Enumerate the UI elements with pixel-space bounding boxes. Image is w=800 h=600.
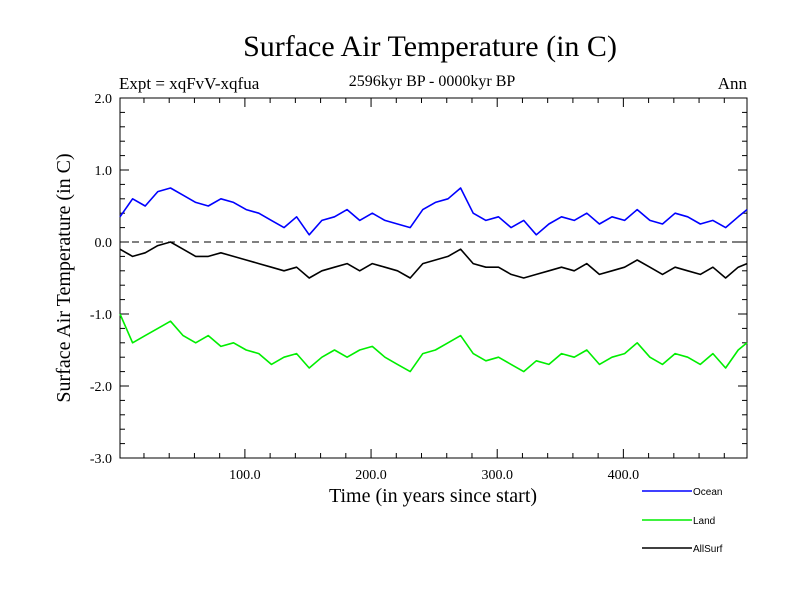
expt-label: Expt = xqFvV-xqfua	[119, 74, 260, 93]
y-tick-label: -3.0	[90, 452, 112, 467]
chart-subtitle: 2596kyr BP - 0000kyr BP	[349, 73, 516, 90]
series-line-allsurf	[119, 241, 748, 279]
legend-label-allsurf: AllSurf	[693, 544, 723, 555]
legend-label-ocean: Ocean	[693, 487, 722, 498]
legend: Ocean Land AllSurf	[642, 487, 723, 555]
y-tick-label: 2.0	[95, 92, 113, 107]
x-tick-label: 300.0	[481, 468, 513, 483]
y-tick-label: -2.0	[90, 380, 112, 395]
y-axis-label: Surface Air Temperature (in C)	[53, 153, 75, 402]
y-tick-label: 0.0	[95, 236, 113, 251]
x-tick-label: 200.0	[355, 468, 387, 483]
x-tick-label: 100.0	[229, 468, 261, 483]
x-axis-label: Time (in years since start)	[329, 485, 537, 507]
legend-label-land: Land	[693, 516, 715, 527]
x-tick-label: 400.0	[608, 468, 640, 483]
season-label: Ann	[718, 74, 748, 93]
plot-frame	[119, 97, 748, 459]
series-line-land	[119, 313, 748, 373]
chart-title: Surface Air Temperature (in C)	[243, 30, 617, 63]
y-tick-label: -1.0	[90, 308, 112, 323]
series-line-ocean	[119, 187, 748, 236]
y-tick-label: 1.0	[95, 164, 113, 179]
